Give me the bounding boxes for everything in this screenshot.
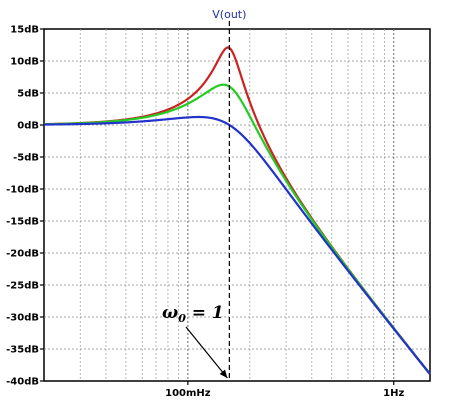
y-tick-label: -25dB — [6, 281, 39, 292]
y-tick-label: 5dB — [17, 89, 39, 100]
series-line-3 — [43, 115, 431, 375]
annotation-omega: ω — [162, 303, 178, 323]
grid — [44, 29, 430, 381]
y-tick-label: 10dB — [10, 57, 39, 68]
y-tick-label: -30dB — [6, 313, 39, 324]
omega-annotation: ω0 = 1 — [162, 303, 228, 379]
plot-area — [43, 28, 431, 382]
y-tick-label: -5dB — [13, 153, 39, 164]
y-tick-label: -40dB — [6, 377, 39, 388]
y-axis-ticks: 15dB 10dB 5dB 0dB -5dB -10dB -15dB -20dB -25dB -3… — [6, 25, 44, 388]
annotation-subscript: 0 — [178, 312, 186, 325]
y-tick-label: 15dB — [10, 25, 39, 36]
y-tick-label: -15dB — [6, 217, 39, 228]
plot-border — [43, 28, 431, 382]
chart-title: V(out) — [212, 8, 246, 21]
y-tick-label: -20dB — [6, 249, 39, 260]
annotation-text: ω0 = 1 — [162, 303, 224, 325]
x-tick-label: 100mHz — [165, 388, 211, 399]
y-tick-label: -35dB — [6, 345, 39, 356]
x-axis-ticks: 100mHz 1Hz — [165, 381, 404, 399]
y-tick-label: -10dB — [6, 185, 39, 196]
series-lines — [43, 46, 431, 375]
x-tick-label: 1Hz — [383, 388, 404, 399]
annotation-arrow-head — [219, 369, 228, 378]
annotation-arrow-line — [185, 326, 228, 379]
y-tick-label: 0dB — [17, 121, 39, 132]
annotation-equals: = 1 — [186, 303, 224, 323]
